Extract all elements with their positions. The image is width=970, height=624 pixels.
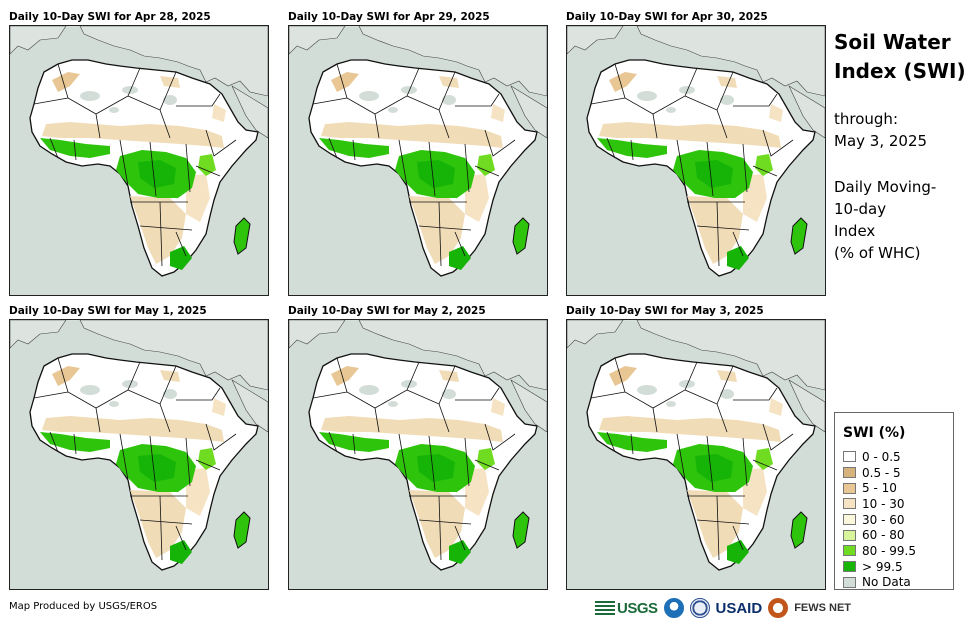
legend-label: > 99.5 <box>862 559 903 574</box>
fews-globe-icon <box>768 598 789 618</box>
legend-item: No Data <box>843 575 916 591</box>
legend-item: 60 - 80 <box>843 527 916 543</box>
legend-swatch <box>843 576 856 588</box>
noaa-logo-icon <box>663 598 684 618</box>
usgs-logo-text: USGS <box>617 599 658 617</box>
africa-map-1 <box>10 26 268 295</box>
legend-swatch <box>843 498 856 510</box>
legend-item: 0.5 - 5 <box>843 465 916 481</box>
legend-label: 30 - 60 <box>862 512 905 527</box>
africa-map-3 <box>567 26 825 295</box>
panel-title-3: Daily 10-Day SWI for Apr 30, 2025 <box>566 11 768 23</box>
commerce-seal-icon <box>689 598 710 618</box>
description-line-1: Daily Moving- <box>834 178 937 196</box>
usgs-logo: USGS <box>595 600 658 617</box>
fews-net-logo: FEWS NET <box>794 602 852 614</box>
panel-title-5: Daily 10-Day SWI for May 2, 2025 <box>288 305 486 317</box>
legend-swatch <box>843 561 856 573</box>
agency-logos: USGS USAID FEWS NET <box>595 597 851 619</box>
legend-title: SWI (%) <box>843 425 906 441</box>
legend-swatch <box>843 451 856 463</box>
legend-swatch <box>843 545 856 557</box>
description-line-3: Index <box>834 222 876 240</box>
main-title: Soil Water Index (SWI) <box>834 28 966 86</box>
through-label: through: <box>834 110 898 128</box>
usaid-logo: USAID <box>715 599 763 617</box>
legend-label: 80 - 99.5 <box>862 543 916 558</box>
panel-title-6: Daily 10-Day SWI for May 3, 2025 <box>566 305 764 317</box>
panel-title-1: Daily 10-Day SWI for Apr 28, 2025 <box>9 11 211 23</box>
swi-map-panel-3 <box>566 25 826 296</box>
legend-label: 5 - 10 <box>862 481 897 496</box>
legend-swatch <box>843 514 856 526</box>
legend-item: > 99.5 <box>843 559 916 575</box>
usgs-stripes-icon <box>595 601 615 615</box>
legend-item: 5 - 10 <box>843 480 916 496</box>
main-title-line-1: Soil Water <box>834 30 951 54</box>
description-line-2: 10-day <box>834 200 887 218</box>
legend-swatch <box>843 467 856 479</box>
through-block: through: May 3, 2025 <box>834 108 927 152</box>
legend-label: 10 - 30 <box>862 496 905 511</box>
panel-title-4: Daily 10-Day SWI for May 1, 2025 <box>9 305 207 317</box>
swi-map-panel-5 <box>288 319 548 590</box>
africa-map-5 <box>289 320 547 589</box>
through-date: May 3, 2025 <box>834 132 928 150</box>
legend-item: 80 - 99.5 <box>843 543 916 559</box>
africa-map-4 <box>10 320 268 589</box>
map-credit: Map Produced by USGS/EROS <box>9 601 158 612</box>
legend-swatch <box>843 529 856 541</box>
africa-map-6 <box>567 320 825 589</box>
legend-label: No Data <box>862 575 911 590</box>
legend-swatch <box>843 482 856 494</box>
index-description: Daily Moving- 10-day Index (% of WHC) <box>834 176 936 264</box>
legend-item: 10 - 30 <box>843 496 916 512</box>
legend-label: 60 - 80 <box>862 528 905 543</box>
legend-item: 0 - 0.5 <box>843 449 916 465</box>
legend-label: 0.5 - 5 <box>862 465 901 480</box>
main-title-line-2: Index (SWI) <box>834 59 966 83</box>
swi-map-panel-6 <box>566 319 826 590</box>
swi-map-panel-1 <box>9 25 269 296</box>
legend-label: 0 - 0.5 <box>862 449 901 464</box>
swi-map-panel-2 <box>288 25 548 296</box>
legend-item: 30 - 60 <box>843 512 916 528</box>
description-line-4: (% of WHC) <box>834 244 921 262</box>
africa-map-2 <box>289 26 547 295</box>
swi-map-panel-4 <box>9 319 269 590</box>
panel-title-2: Daily 10-Day SWI for Apr 29, 2025 <box>288 11 490 23</box>
